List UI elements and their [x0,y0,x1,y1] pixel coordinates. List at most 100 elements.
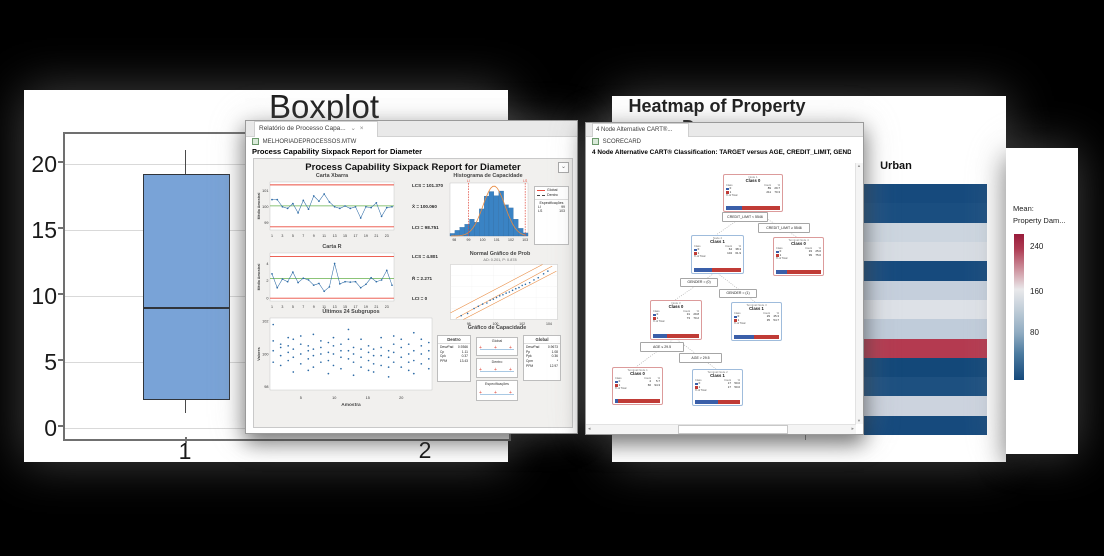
spec-row: LI 99 [538,204,565,209]
svg-text:100: 100 [480,238,486,242]
worksheet-row[interactable]: SCORECARD [592,138,641,145]
svg-text:2: 2 [266,279,268,283]
split-label: CREDIT_LIMIT < 5546 [722,212,768,222]
tab-close-icon[interactable]: × [359,125,364,132]
xbar-center-label: X̄ = 100.060 [412,203,437,209]
tab-label: Relatório de Processo Capa... [259,125,346,132]
svg-text:98: 98 [264,385,268,389]
split-label: AGE > 29.5 [679,353,722,363]
prob-subtitle: AD: 0.201, P: 0.878 [483,258,517,262]
svg-text:19: 19 [364,305,368,309]
node-table-row: 1 35 54.7 [732,318,781,323]
tab-label: 4 Node Alternative CART®... [596,127,673,133]
node-title: Terminal Node 1 [627,368,648,372]
legend-subtitle: Property Dam... [1013,216,1066,225]
node-class-bar [695,400,740,404]
tree-node-n2[interactable]: Node 2 Class 1 Class Count% 0 64 38.1 1 104 61.9%… [691,235,744,274]
interval-marker: + [509,345,512,352]
node-table-row: 0 31 29.8 [651,312,701,317]
svg-text:LI: LI [467,179,470,183]
svg-text:11: 11 [322,305,326,309]
scroll-right-icon[interactable]: ▸ [851,426,854,432]
node-class: Class 0 [745,178,761,184]
node-table-row: 0 89 29.7 [724,186,782,191]
stats-row: Pp 1.08 [526,349,558,354]
interval-title: Global [491,339,503,343]
heatmap-cell [862,203,987,223]
heatmap-cell [862,377,987,397]
tree-node-n1[interactable]: Node 1 Class 0 Class Count% 0 89 29.7 1 211 70.3%… [723,174,783,212]
hist-chart: LI LS 98 99 100 101 102 103 [448,179,532,243]
scroll-left-icon[interactable]: ◂ [588,426,591,432]
node-title: Terminal Node 2 [707,370,728,374]
node-table-row: 1 73 70.2 [651,316,701,321]
stats-row: Cpm * [526,359,558,364]
node-table-row: 1 17 50.0 [693,385,742,390]
node-class: Class 0 [791,241,806,247]
node-class: Class 1 [710,239,725,245]
worksheet-row[interactable]: MELHORIADEPROCESSOS.MTW [252,138,356,145]
node-title: Node 3 [671,301,681,305]
svg-text:10: 10 [332,396,336,400]
split-label: AGE ≤ 29.5 [640,342,684,352]
xbar-chart: 101 100 99 1 3 5 7 9 11 13 15 17 19 21 23 Média Amostra… [256,180,406,240]
stats-row: Cpk 0.37 [440,354,468,359]
heatmap-cell [862,241,987,262]
split-label: GENDER = (1) [719,289,757,298]
boxplot-title: Boxplot [268,88,380,125]
svg-text:21: 21 [374,305,378,309]
svg-text:100: 100 [262,352,268,356]
hist-title: Histograma de Capacidade [453,173,523,179]
svg-text:7: 7 [302,305,304,309]
tab-bar: Relatório de Processo Capa... ⌄ × [246,121,577,137]
tree-node-t1[interactable]: Terminal Node 1 Class 0 Class Count% 0 4 5.7 1 6… [612,367,663,405]
node-title: Terminal Node 4 [788,238,809,242]
node-total-label: % of Total [776,257,788,261]
capability-window: Relatório de Processo Capa... ⌄ × MELHOR… [245,120,578,434]
prob-chart: 98 100 102 104 [450,264,558,326]
cart-heading: 4 Node Alternative CART® Classification:… [592,149,851,156]
heatmap-cell [862,280,987,300]
vertical-scrollbar[interactable]: ▲ ▼ [855,163,863,424]
tree-node-n3[interactable]: Node 3 Class 0 Class Count% 0 31 29.8 1 73 70.2% … [650,300,702,340]
heatmap-cell [862,299,987,320]
svg-text:7: 7 [302,234,304,238]
tab-capability-report[interactable]: Relatório de Processo Capa... ⌄ × [254,121,378,137]
whisker-lower [184,398,186,413]
tab-bar: 4 Node Alternative CART®... [586,123,863,137]
horizontal-scrollbar[interactable]: ◂ ▸ [586,424,856,434]
node-table-row: 1 99 75.0 [774,253,823,258]
svg-text:98: 98 [467,322,471,326]
svg-text:5: 5 [300,396,302,400]
scroll-thumb[interactable] [677,425,788,434]
y-axis-tick [58,227,64,229]
stats-row: Cp 1.11 [440,349,468,354]
heatmap-cell [862,357,987,378]
node-table-row: 1 104 61.9 [692,251,743,256]
node-class-bar [726,206,780,210]
report-collapse-button[interactable]: ⌄ [558,162,569,173]
tree-node-t2[interactable]: Terminal Node 2 Class 1 Class Count% 0 17 50.0… [692,369,743,406]
box [143,174,230,400]
tree-node-t4[interactable]: Terminal Node 4 Class 0 Class Count% 0 33 25.0… [773,237,824,276]
tab-cart[interactable]: 4 Node Alternative CART®... [592,123,689,137]
legend-line-icon [537,194,545,196]
tree-node-t3[interactable]: Terminal Node 3 Class 1 Class Count% 0 29 45.3… [731,302,782,341]
heatmap-legend: Mean: Property Dam... 240 160 80 [1006,148,1078,454]
stats-row: PPM 12.97 [526,363,558,368]
node-total-label: % of Total [726,194,738,198]
interval-line [480,394,514,395]
interval-marker: + [494,345,497,352]
interval-marker: + [494,367,497,374]
node-title: Terminal Node 3 [746,303,767,307]
capplot-title: Gráfico de Capacidade [467,325,527,331]
node-class: Class 1 [710,373,725,379]
y-axis-tick [58,359,64,361]
heatmap-cell [862,338,987,358]
svg-text:99: 99 [467,238,471,242]
tab-collapse-icon[interactable]: ⌄ [350,125,356,132]
svg-text:13: 13 [333,305,337,309]
scroll-up-icon[interactable]: ▲ [857,163,861,168]
scroll-down-icon[interactable]: ▼ [857,418,861,423]
